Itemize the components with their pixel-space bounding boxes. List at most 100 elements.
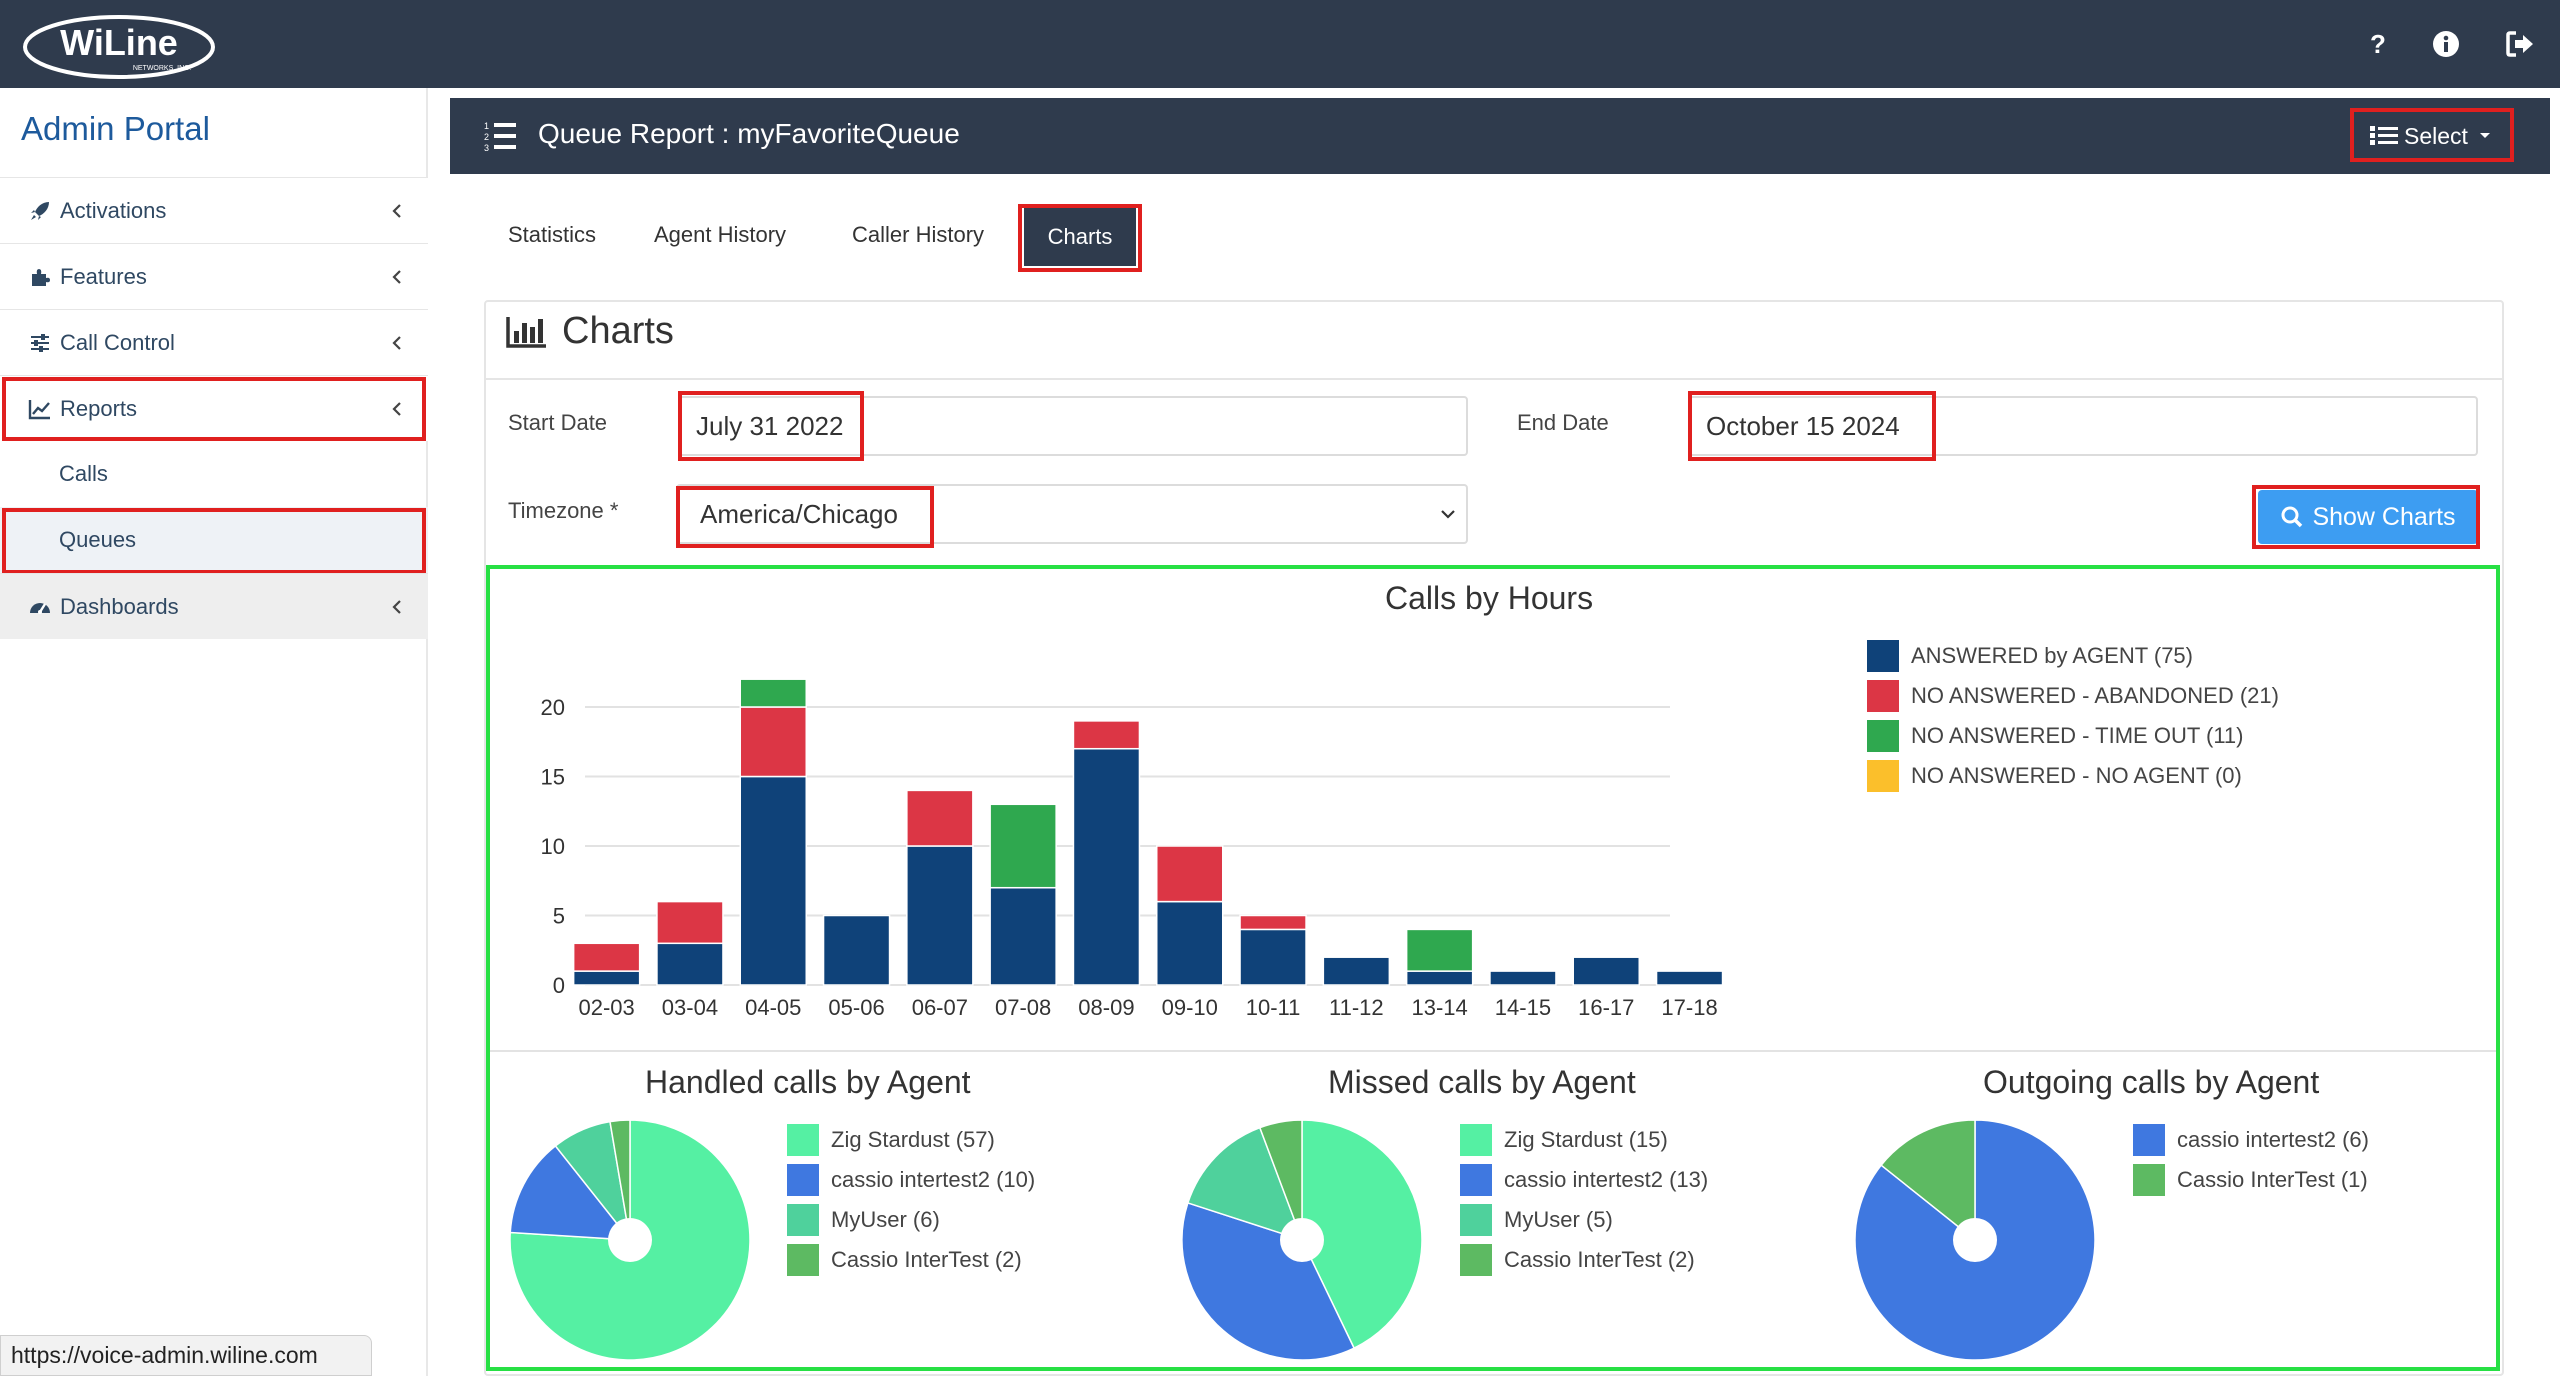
bar-segment[interactable] xyxy=(989,803,1057,889)
bar-segment[interactable] xyxy=(1072,720,1141,750)
chart-divider xyxy=(490,1050,2496,1052)
legend-item[interactable]: MyUser (6) xyxy=(787,1204,940,1236)
svg-text:?: ? xyxy=(2370,31,2386,57)
sidebar-item-activations[interactable]: Activations xyxy=(0,177,428,243)
pie-slice[interactable] xyxy=(1880,1119,1976,1242)
chevron-left-icon xyxy=(392,204,401,218)
legend-swatch xyxy=(787,1124,819,1156)
dashboard-icon xyxy=(26,593,54,621)
highlight-select xyxy=(2350,108,2514,162)
pie-slice[interactable] xyxy=(1181,1201,1356,1361)
bar-segment[interactable] xyxy=(1405,970,1474,986)
start-date-input[interactable]: July 31 2022 xyxy=(678,396,1468,456)
sidebar-item-call-control[interactable]: Call Control xyxy=(0,309,428,375)
pie-slice[interactable] xyxy=(1186,1126,1304,1242)
sidebar-subitem-label: Queues xyxy=(59,527,137,552)
question-icon[interactable]: ? xyxy=(2358,24,2398,64)
bar-segment[interactable] xyxy=(572,942,641,972)
outgoing-calls-pie xyxy=(1854,1119,2096,1361)
y-tick-label: 15 xyxy=(541,765,565,790)
legend-swatch xyxy=(787,1204,819,1236)
svg-text:2: 2 xyxy=(484,132,489,142)
sidebar-item-dashboards[interactable]: Dashboards xyxy=(0,573,428,639)
legend-item[interactable]: cassio intertest2 (10) xyxy=(787,1164,1035,1196)
status-url: https://voice-admin.wiline.com xyxy=(0,1335,372,1376)
tab-caller-history[interactable]: Caller History xyxy=(852,222,985,247)
bar-segment[interactable] xyxy=(1239,914,1307,931)
legend-item[interactable]: NO ANSWERED - NO AGENT (0) xyxy=(1867,760,2242,792)
legend-item[interactable]: NO ANSWERED - TIME OUT (11) xyxy=(1867,720,2243,752)
bar-segment[interactable] xyxy=(1156,900,1224,986)
legend-item[interactable]: Zig Stardust (15) xyxy=(1460,1124,1668,1156)
bar-segment[interactable] xyxy=(1405,928,1474,972)
bar-segment[interactable] xyxy=(1239,928,1307,986)
tab-statistics[interactable]: Statistics xyxy=(508,222,597,247)
x-tick-label: 08-09 xyxy=(1078,995,1134,1020)
legend-item[interactable]: NO ANSWERED - ABANDONED (21) xyxy=(1867,680,2279,712)
pie-slice[interactable] xyxy=(509,1144,632,1241)
puzzle-icon xyxy=(26,263,54,291)
pie-slice[interactable] xyxy=(1854,1119,2096,1361)
bar-segment[interactable] xyxy=(739,775,807,986)
bar-segment[interactable] xyxy=(906,845,974,986)
tab-charts[interactable]: Charts xyxy=(1024,208,1136,266)
bar-segment[interactable] xyxy=(906,789,974,847)
bar-segment[interactable] xyxy=(1572,956,1640,986)
bar-segment[interactable] xyxy=(572,970,641,986)
legend-label: Cassio InterTest (1) xyxy=(2177,1167,2368,1192)
legend-swatch xyxy=(2133,1164,2165,1196)
legend-item[interactable]: cassio intertest2 (6) xyxy=(2133,1124,2369,1156)
sidebar-item-label: Activations xyxy=(60,197,167,223)
sidebar-item-features[interactable]: Features xyxy=(0,243,428,309)
pie-hole xyxy=(608,1218,652,1262)
pie-slice[interactable] xyxy=(509,1119,751,1361)
y-tick-label: 0 xyxy=(553,973,565,998)
timezone-select[interactable]: America/Chicago xyxy=(676,484,1468,544)
pie-slice[interactable] xyxy=(1258,1119,1303,1241)
pie-slice[interactable] xyxy=(609,1119,631,1241)
sidebar-subitem-calls[interactable]: Calls xyxy=(0,441,428,507)
sidebar-item-reports[interactable]: Reports xyxy=(0,375,428,441)
show-charts-button[interactable]: Show Charts xyxy=(2258,490,2478,544)
legend-label: ANSWERED by AGENT (75) xyxy=(1911,643,2193,668)
bar-segment[interactable] xyxy=(739,678,807,708)
wiline-logo[interactable]: WiLine NETWORKS, INC. xyxy=(22,12,216,82)
legend-swatch xyxy=(2133,1124,2165,1156)
logo-text: WiLine xyxy=(60,22,178,63)
bar-segment[interactable] xyxy=(739,706,807,778)
bar-segment[interactable] xyxy=(1322,956,1391,986)
rocket-icon xyxy=(26,197,54,225)
pie2-title: Missed calls by Agent xyxy=(1328,1064,1636,1100)
tab-agent-history[interactable]: Agent History xyxy=(654,222,787,247)
bar-segment[interactable] xyxy=(1156,845,1224,903)
bar-segment[interactable] xyxy=(1072,747,1141,986)
pie-slice[interactable] xyxy=(1301,1119,1423,1350)
legend-label: NO ANSWERED - TIME OUT (11) xyxy=(1911,723,2244,748)
legend-item[interactable]: cassio intertest2 (13) xyxy=(1460,1164,1708,1196)
bar-segment[interactable] xyxy=(656,900,724,945)
legend-item[interactable]: Zig Stardust (57) xyxy=(787,1124,995,1156)
bar-segment[interactable] xyxy=(1489,970,1557,986)
bar-segment[interactable] xyxy=(656,942,724,986)
info-icon[interactable] xyxy=(2426,24,2466,64)
select-dropdown-button[interactable]: Select xyxy=(2358,114,2508,158)
logout-icon[interactable] xyxy=(2500,24,2540,64)
legend-item[interactable]: Cassio InterTest (1) xyxy=(2133,1164,2368,1196)
end-date-input[interactable]: October 15 2024 xyxy=(1688,396,2478,456)
pie3-title: Outgoing calls by Agent xyxy=(1983,1064,2320,1100)
bar-segment[interactable] xyxy=(989,886,1057,986)
legend-item[interactable]: MyUser (5) xyxy=(1460,1204,1613,1236)
legend-swatch xyxy=(787,1164,819,1196)
charts-heading: Charts xyxy=(506,310,674,353)
legend-item[interactable]: Cassio InterTest (2) xyxy=(1460,1244,1695,1276)
caret-down-icon xyxy=(2479,133,2490,138)
x-tick-label: 10-11 xyxy=(1246,995,1301,1020)
bar-segment[interactable] xyxy=(1655,970,1724,986)
sidebar-subitem-queues[interactable]: Queues xyxy=(0,507,428,573)
legend-item[interactable]: Cassio InterTest (2) xyxy=(787,1244,1022,1276)
bar-segment[interactable] xyxy=(822,914,891,986)
legend-item[interactable]: ANSWERED by AGENT (75) xyxy=(1867,640,2193,672)
legend-swatch xyxy=(1460,1204,1492,1236)
x-tick-label: 07-08 xyxy=(995,995,1051,1020)
